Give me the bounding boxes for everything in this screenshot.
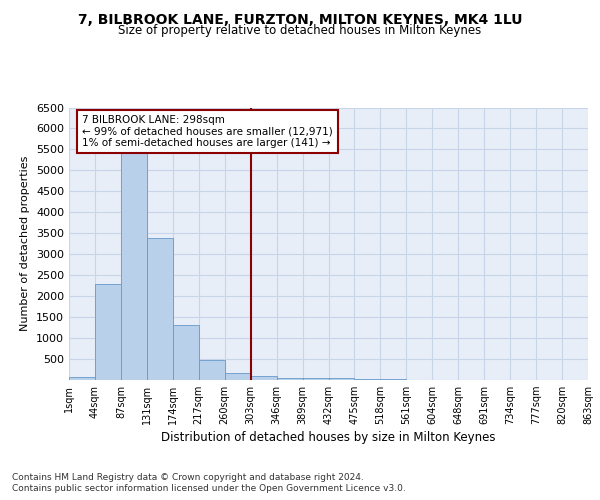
Text: 7, BILBROOK LANE, FURZTON, MILTON KEYNES, MK4 1LU: 7, BILBROOK LANE, FURZTON, MILTON KEYNES…: [78, 12, 522, 26]
Bar: [173, 325, 199, 380]
Bar: [121, 153, 147, 380]
Bar: [251, 376, 277, 380]
Bar: [302, 378, 329, 380]
Bar: [355, 378, 380, 380]
X-axis label: Distribution of detached houses by size in Milton Keynes: Distribution of detached houses by size …: [161, 432, 496, 444]
Bar: [380, 379, 406, 380]
Bar: [69, 377, 95, 380]
Text: Contains public sector information licensed under the Open Government Licence v3: Contains public sector information licen…: [12, 484, 406, 493]
Bar: [329, 378, 355, 380]
Bar: [199, 360, 224, 380]
Text: 7 BILBROOK LANE: 298sqm
← 99% of detached houses are smaller (12,971)
1% of semi: 7 BILBROOK LANE: 298sqm ← 99% of detache…: [82, 115, 333, 148]
Bar: [277, 378, 302, 380]
Text: Size of property relative to detached houses in Milton Keynes: Size of property relative to detached ho…: [118, 24, 482, 37]
Y-axis label: Number of detached properties: Number of detached properties: [20, 156, 31, 332]
Bar: [147, 238, 173, 380]
Bar: [225, 373, 251, 380]
Text: Contains HM Land Registry data © Crown copyright and database right 2024.: Contains HM Land Registry data © Crown c…: [12, 472, 364, 482]
Bar: [95, 284, 121, 380]
